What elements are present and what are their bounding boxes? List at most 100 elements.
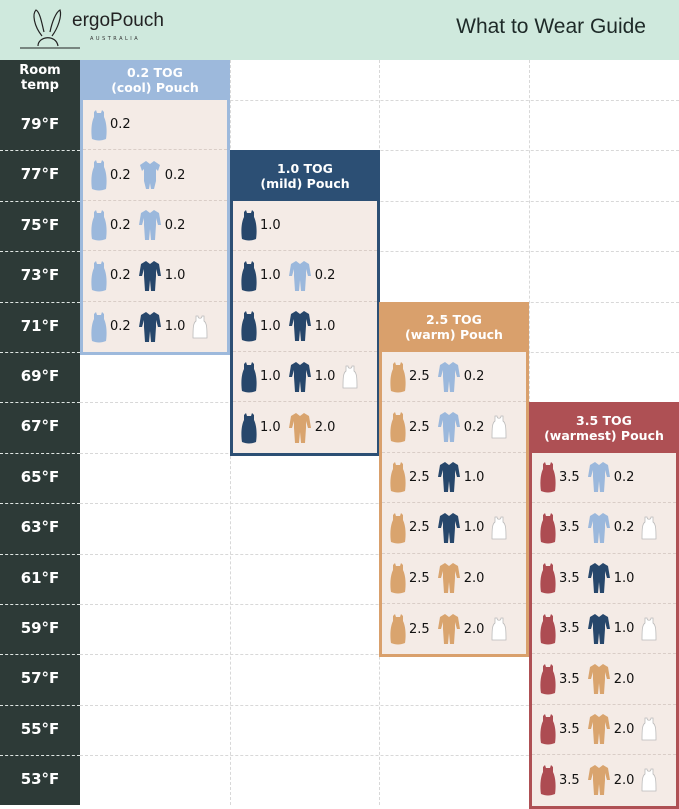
tog-value: 0.2 <box>613 520 635 536</box>
outfit-item: 0.2 <box>288 260 335 292</box>
row-divider <box>0 755 80 757</box>
outfit-row: 3.5 2.0 <box>532 654 676 705</box>
outfit-item: 0.2 <box>138 209 185 241</box>
tog-value: 0.2 <box>463 419 485 435</box>
outfit-item: 2.0 <box>587 764 635 796</box>
pouch-icon <box>390 461 406 493</box>
outfit-row: 3.5 1.0 <box>532 604 676 655</box>
card-subtitle: (warm) Pouch <box>405 326 503 342</box>
card-subtitle: (cool) Pouch <box>111 80 199 95</box>
tog-value: 3.5 <box>559 570 580 586</box>
outfit-row: 3.5 2.0 <box>532 705 676 756</box>
outfit-row: 2.5 1.0 <box>382 503 526 554</box>
outfit-item: 1.0 <box>241 310 281 342</box>
tog-value: 0.2 <box>110 319 131 335</box>
tog-value: 3.5 <box>559 520 580 536</box>
singlet-icon <box>641 768 657 792</box>
suit-icon <box>437 562 461 594</box>
pouch-icon <box>390 512 406 544</box>
outfit-row: 0.2 1.0 <box>83 251 227 302</box>
tog-value: 0.2 <box>613 469 635 485</box>
outfit-item: 1.0 <box>587 613 634 645</box>
outfit-item: 0.2 <box>91 159 131 191</box>
outfit-row: 1.0 1.0 <box>233 352 377 403</box>
tog-value: 0.2 <box>110 167 131 183</box>
card-subtitle: (warmest) Pouch <box>544 427 664 443</box>
pouch-icon <box>241 260 257 292</box>
card-header: 2.5 TOG (warm) Pouch <box>379 301 529 352</box>
singlet-icon <box>641 516 657 540</box>
outfit-item: 0.2 <box>437 411 485 443</box>
temp-label: 75°F <box>20 215 60 234</box>
outfit-item: 2.0 <box>437 613 484 645</box>
outfit-item: 2.0 <box>587 663 635 695</box>
brand-subtitle: AUSTRALIA <box>90 36 141 42</box>
tog-card-2-5-tog: 2.5 TOG (warm) Pouch 2.5 0.2 2.5 0.2 2.5 1.0 2.5… <box>379 301 529 658</box>
suit-icon <box>587 562 611 594</box>
outfit-row: 2.5 2.0 <box>382 604 526 654</box>
outfit-row: 0.2 1.0 <box>83 302 227 352</box>
row-divider <box>0 654 80 656</box>
outfit-row: 2.5 2.0 <box>382 554 526 604</box>
row-divider <box>0 503 80 505</box>
outfit-item: 0.2 <box>587 461 635 493</box>
pouch-icon <box>390 562 406 594</box>
singlet-icon <box>192 315 208 339</box>
outfit-item: 0.2 <box>91 209 131 241</box>
outfit-item: 0.2 <box>138 159 185 191</box>
card-title: 2.5 TOG <box>426 311 482 327</box>
outfit-item: 3.5 <box>540 764 580 796</box>
pouch-icon <box>241 412 257 444</box>
outfit-row: 1.0 1.0 <box>233 302 377 352</box>
tog-value: 3.5 <box>559 721 580 737</box>
outfit-item <box>192 315 208 339</box>
tog-value: 2.0 <box>613 772 635 788</box>
tog-value: 2.5 <box>409 570 430 586</box>
outfit-item <box>641 768 657 792</box>
pouch-icon <box>390 613 406 645</box>
tog-value: 3.5 <box>559 671 580 687</box>
tog-value: 1.0 <box>260 318 281 334</box>
singlet-icon <box>491 516 507 540</box>
suit-icon <box>587 512 611 544</box>
outfit-item: 1.0 <box>241 361 281 393</box>
card-body: 1.0 1.0 0.2 1.0 1.0 1.0 1.0 1.0 2.0 <box>230 200 380 456</box>
suit-icon <box>288 361 312 393</box>
tog-value: 3.5 <box>559 772 580 788</box>
tog-value: 0.2 <box>110 117 131 133</box>
outfit-item: 3.5 <box>540 461 580 493</box>
pouch-icon <box>91 109 107 141</box>
pouch-icon <box>390 361 406 393</box>
outfit-item: 3.5 <box>540 713 580 745</box>
temp-label: 79°F <box>20 115 60 133</box>
tog-value: 0.2 <box>110 268 131 284</box>
room-temp-heading: Room temp <box>19 63 61 93</box>
outfit-item: 1.0 <box>241 260 281 292</box>
pouch-icon <box>540 512 556 544</box>
outfit-row: 3.5 0.2 <box>532 453 676 504</box>
tog-value: 2.0 <box>613 671 635 687</box>
suit-icon <box>288 260 312 292</box>
outfit-item: 0.2 <box>91 109 131 141</box>
suit-icon <box>437 461 461 493</box>
outfit-row: 2.5 0.2 <box>382 352 526 403</box>
tog-value: 2.5 <box>409 419 430 435</box>
suit-icon <box>587 613 611 645</box>
suit-icon <box>288 412 312 444</box>
outfit-item: 2.5 <box>390 562 430 594</box>
temp-label: 65°F <box>20 467 60 486</box>
suit-icon <box>437 361 461 393</box>
outfit-row: 3.5 1.0 <box>532 554 676 604</box>
tog-value: 2.5 <box>409 369 430 385</box>
suit-icon <box>288 310 312 342</box>
outfit-item: 0.2 <box>91 260 131 292</box>
outfit-item <box>641 717 657 741</box>
pouch-icon <box>540 713 556 745</box>
page-title: What to Wear Guide <box>456 15 646 38</box>
outfit-item: 3.5 <box>540 663 580 695</box>
temp-label: 61°F <box>20 568 60 587</box>
card-header: 0.2 TOG (cool) Pouch <box>80 60 230 100</box>
card-subtitle: (mild) Pouch <box>260 175 350 191</box>
suit-icon <box>437 411 461 443</box>
card-body: 2.5 0.2 2.5 0.2 2.5 1.0 2.5 1.0 2.5 2.0 2.5 2.0 <box>379 351 529 658</box>
